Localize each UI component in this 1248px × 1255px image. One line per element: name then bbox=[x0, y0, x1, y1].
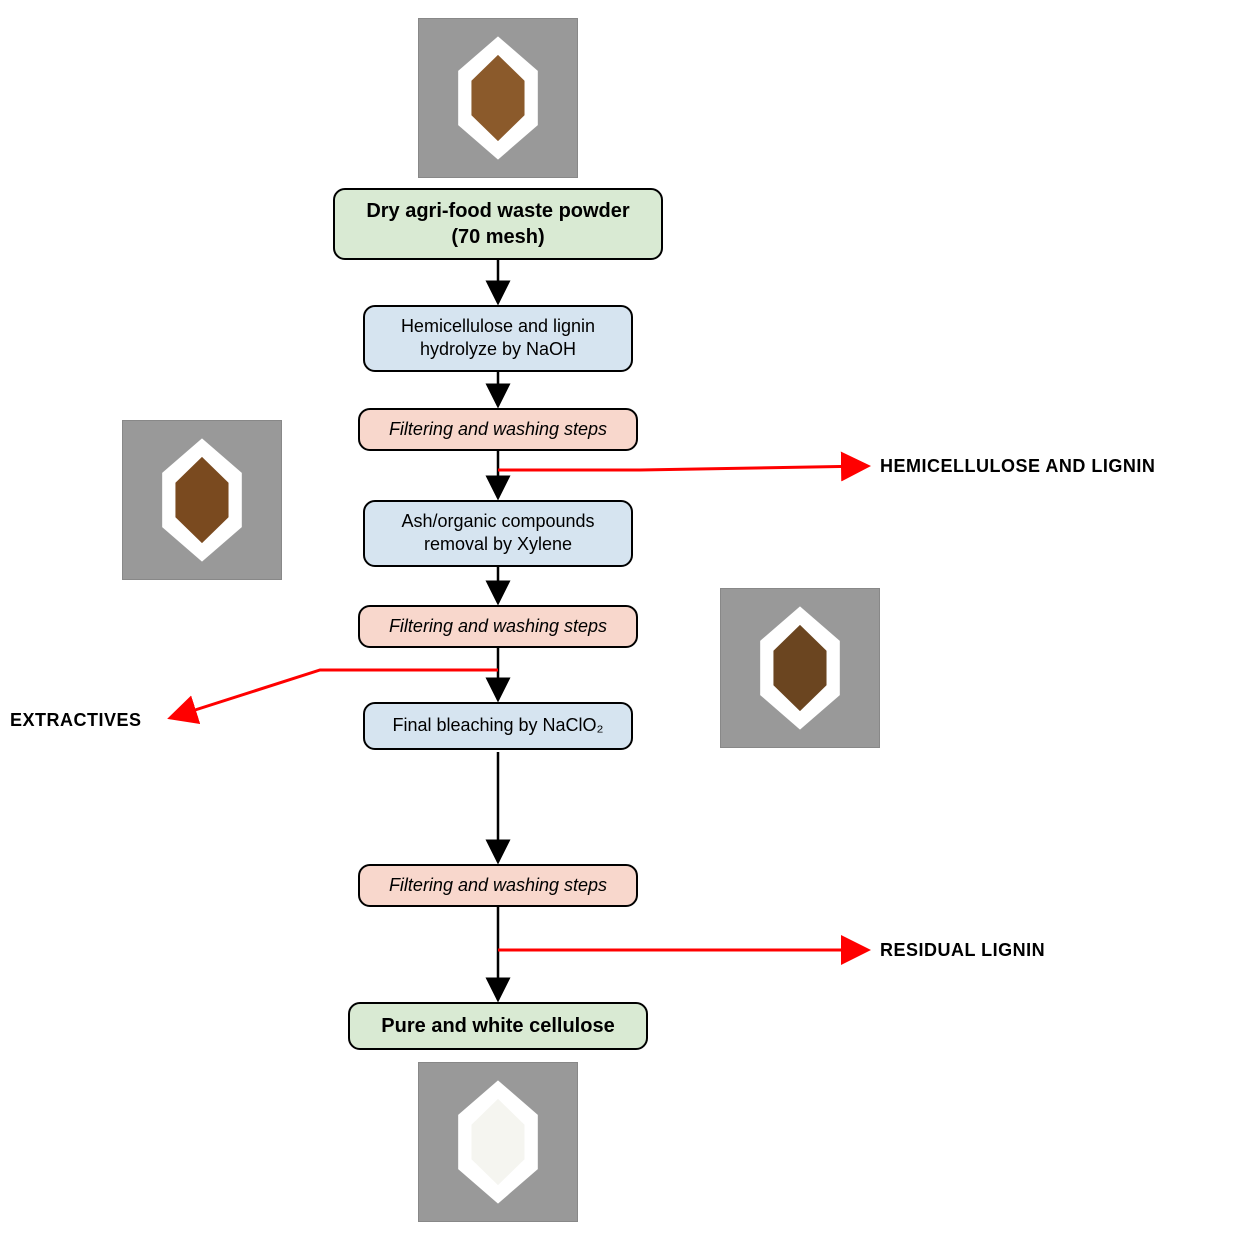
arrow-main-flow bbox=[0, 0, 1248, 1255]
